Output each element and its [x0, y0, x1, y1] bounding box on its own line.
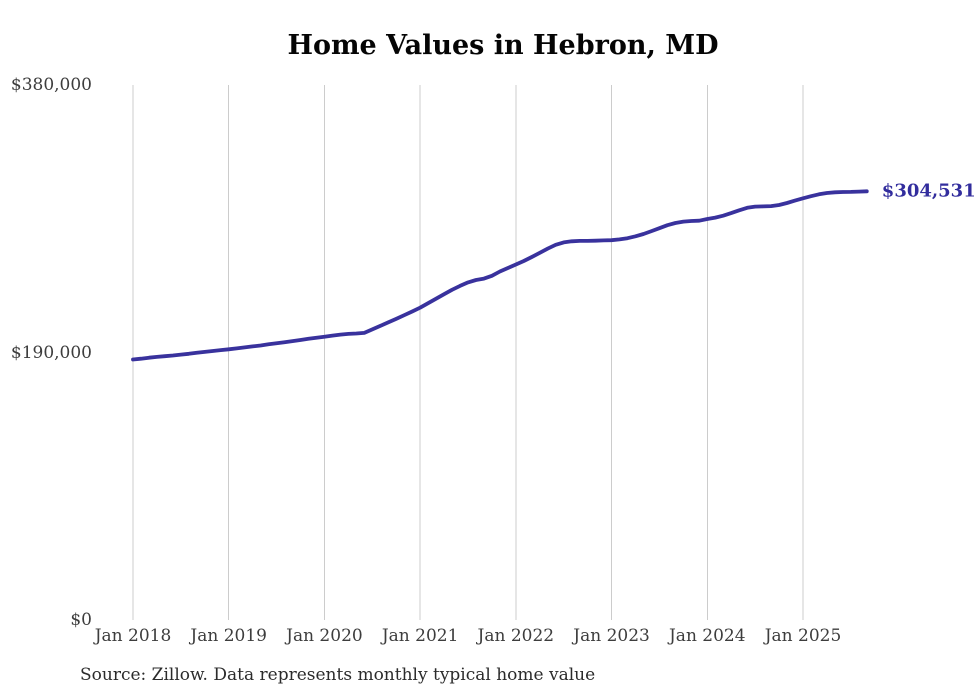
y-tick-label: $190,000 — [10, 342, 92, 363]
x-tick-label: Jan 2018 — [94, 626, 172, 646]
x-tick-label: Jan 2020 — [286, 626, 363, 646]
source-note: Source: Zillow. Data represents monthly … — [80, 665, 596, 685]
y-tick-label: $380,000 — [10, 75, 92, 95]
x-tick-label: Jan 2019 — [190, 626, 267, 646]
x-tick-label: Jan 2025 — [764, 626, 842, 646]
x-tick-label: Jan 2023 — [573, 626, 650, 646]
value-line — [131, 189, 869, 362]
x-tick-label: Jan 2021 — [381, 626, 459, 646]
y-tick-label: $0 — [70, 610, 92, 630]
latest-value-label: $304,531 — [881, 180, 976, 202]
chart-title: Home Values in Hebron, MD — [287, 30, 719, 61]
x-tick-label: Jan 2024 — [668, 626, 746, 646]
x-tick-label: Jan 2022 — [477, 626, 555, 646]
